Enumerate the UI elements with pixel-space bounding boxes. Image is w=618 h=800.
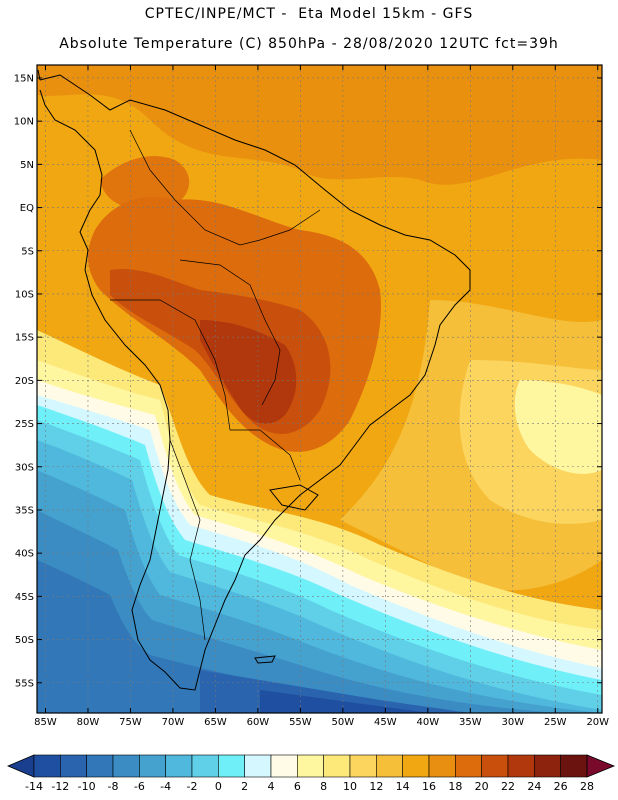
colorbar-tick-label: 2 [241,780,248,793]
map-frame [36,64,603,714]
lat-label: 50S [15,635,34,646]
axis-ticks [37,65,602,713]
colorbar-tick-label: 10 [343,780,357,793]
lat-label: 20S [15,376,34,387]
colorbar-cell [139,754,166,778]
colorbar-tick-label: -8 [108,780,119,793]
lon-label: 60W [247,717,270,728]
country-borders [110,129,321,641]
lon-label: 85W [34,717,57,728]
lat-label: 10N [14,117,34,128]
colorbar-tick-label: 20 [475,780,489,793]
lon-label: 55W [289,717,312,728]
lon-label: 30W [501,717,524,728]
colorbar-tick-label: 14 [396,780,410,793]
lat-label: 15S [15,333,34,344]
colorbar-cell [402,754,430,778]
colorbar-cell [455,754,482,778]
colorbar-cell [481,754,509,778]
colorbar-arrow-low [6,754,35,778]
colorbar-cell [33,754,61,778]
colorbar-tick-label: -10 [78,780,96,793]
lon-label: 50W [332,717,355,728]
lon-label: 75W [119,717,142,728]
lat-label: 5S [21,246,34,257]
colorbar-tick-label: 28 [580,780,594,793]
colorbar-tick-label: 8 [320,780,327,793]
colorbar-cell [218,754,245,778]
longitude-labels: 85W 80W 75W 70W 65W 60W 55W 50W 45W 40W 35W 30W 25W 2… [34,717,609,728]
chart-title-line2: Absolute Temperature (C) 850hPa - 28/08/… [59,36,559,52]
colorbar-tick-label: -6 [134,780,145,793]
lon-label: 65W [204,717,227,728]
lat-label: 45S [15,592,34,603]
lat-label: 40S [15,549,34,560]
graticule [37,65,602,713]
lon-label: 70W [162,717,185,728]
colorbar-cell [191,754,219,778]
colorbar-cell [165,754,193,778]
colorbar-cell [560,754,588,778]
colorbar-tick-label: -14 [25,780,43,793]
colorbar-tick-label: -2 [187,780,198,793]
colorbar-tick-label: 6 [294,780,301,793]
colorbar-cell [376,754,403,778]
colorbar-tick-label: 26 [554,780,568,793]
colorbar-arrow-high [586,754,616,778]
colorbar-tick-label: 12 [369,780,383,793]
lon-label: 40W [417,717,440,728]
colorbar-tick-label: 22 [501,780,515,793]
lon-label: 25W [544,717,567,728]
lat-label: 55S [15,678,34,689]
lat-label: EQ [20,203,34,214]
lon-label: 20W [586,717,609,728]
colorbar-cell [86,754,114,778]
colorbar-tick-label: 4 [268,780,275,793]
lat-label: 25S [15,419,34,430]
colorbar-tick-label: -4 [160,780,171,793]
colorbar-cell [534,754,561,778]
coastlines [37,69,471,691]
lon-label: 80W [77,717,100,728]
colorbar-tick-label: 24 [527,780,541,793]
colorbar-cell [244,754,272,778]
lat-label: 5N [20,160,34,171]
chart-title-line1: CPTEC/INPE/MCT - Eta Model 15km - GFS [144,6,474,22]
colorbar-tick-label: 16 [422,780,436,793]
lat-label: 10S [15,289,34,300]
colorbar-tick-label: 18 [448,780,462,793]
colorbar-cell [349,754,377,778]
lat-label: 15N [14,73,34,84]
colorbar: -14 -12 -10 -8 -6 -4 -2 0 2 4 6 8 10 12 14 16 18 20 22 24 26… [6,754,616,793]
colorbar-cell [323,754,351,778]
colorbar-tick-label: -12 [51,780,69,793]
colorbar-cell [297,754,324,778]
colorbar-cell [270,754,298,778]
lon-label: 45W [374,717,397,728]
colorbar-cell [112,754,140,778]
colorbar-cell [60,754,87,778]
temperature-field [37,65,602,713]
lon-label: 35W [459,717,482,728]
colorbar-tick-label: 0 [215,780,222,793]
lat-label: 30S [15,462,34,473]
colorbar-cell [507,754,535,778]
lat-label: 35S [15,505,34,516]
latitude-labels: 15N 10N 5N EQ 5S 10S 15S 20S 25S 30S 35S 40S 45S 50S 5… [14,73,34,689]
colorbar-cell [428,754,456,778]
